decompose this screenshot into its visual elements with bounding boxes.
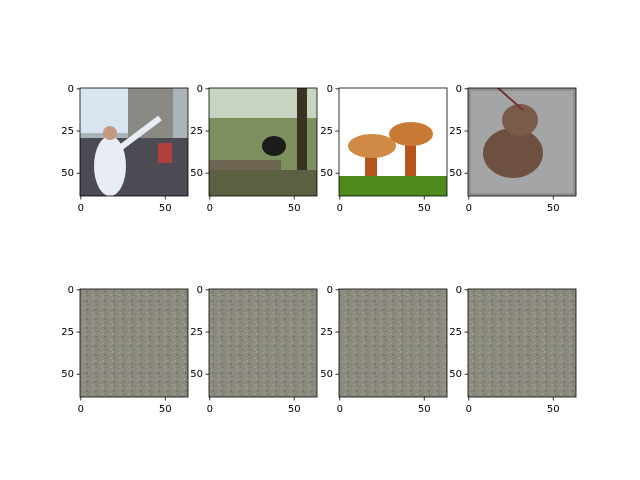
x-tick-label: 0 (78, 203, 84, 214)
y-tick-label: 0 (456, 84, 462, 95)
x-tick-label: 50 (288, 203, 301, 214)
subplot: 0 50 0 25 50 (61, 84, 189, 214)
subplot: 0 50 0 25 50 (190, 84, 318, 214)
head (103, 126, 117, 140)
y-tick-label: 50 (190, 168, 203, 179)
axes-frame (467, 288, 577, 398)
image (209, 88, 317, 196)
image (339, 289, 447, 397)
y-tick-label: 25 (190, 327, 203, 338)
x-tick-label: 0 (207, 404, 213, 415)
axes-frame (79, 87, 189, 197)
noise-image (209, 289, 317, 397)
x-tick-label: 0 (337, 404, 343, 415)
y-tick-label: 25 (61, 126, 74, 137)
y-tick-label: 25 (61, 327, 74, 338)
y-tick-label: 0 (327, 84, 333, 95)
noise-image (80, 289, 188, 397)
y-tick-label: 0 (68, 84, 74, 95)
sky (80, 88, 130, 133)
cap (389, 122, 433, 146)
image (339, 88, 447, 196)
axes-frame (208, 87, 318, 197)
y-tick-label: 0 (197, 285, 203, 296)
dog-body (483, 128, 543, 178)
image (80, 289, 188, 397)
dog-head (502, 104, 538, 136)
axes-frame (338, 288, 448, 398)
y-tick-label: 25 (320, 327, 333, 338)
noise-image (339, 289, 447, 397)
y-tick-label: 50 (190, 369, 203, 380)
y-tick-label: 25 (449, 327, 462, 338)
ground (209, 170, 317, 196)
y-tick-label: 50 (449, 168, 462, 179)
arm (118, 115, 162, 151)
subplot: 0 50 0 25 50 (449, 84, 577, 214)
y-tick-label: 50 (449, 369, 462, 380)
image (209, 289, 317, 397)
y-tick-label: 50 (61, 369, 74, 380)
x-tick-label: 0 (466, 203, 472, 214)
axes-frame (208, 288, 318, 398)
x-tick-label: 0 (337, 203, 343, 214)
y-tick-label: 50 (61, 168, 74, 179)
x-tick-label: 50 (547, 404, 560, 415)
subplot: 0 50 0 25 50 (449, 285, 577, 415)
x-tick-label: 50 (547, 203, 560, 214)
grass (339, 176, 447, 196)
stem (405, 140, 416, 180)
x-tick-label: 0 (207, 203, 213, 214)
x-tick-label: 50 (159, 203, 172, 214)
cap (348, 134, 396, 158)
y-tick-label: 25 (190, 126, 203, 137)
x-tick-label: 50 (418, 203, 431, 214)
axes-frame (467, 87, 577, 197)
y-tick-label: 0 (456, 285, 462, 296)
person (94, 136, 126, 196)
bird (262, 136, 286, 156)
y-tick-label: 0 (197, 84, 203, 95)
x-tick-label: 50 (159, 404, 172, 415)
x-tick-label: 0 (78, 404, 84, 415)
image (468, 289, 576, 397)
x-tick-label: 0 (466, 404, 472, 415)
subplot: 0 50 0 25 50 (320, 285, 448, 415)
trunk (297, 88, 307, 196)
x-tick-label: 50 (418, 404, 431, 415)
y-tick-label: 0 (327, 285, 333, 296)
subplot: 0 50 0 25 50 (61, 285, 189, 415)
image (468, 88, 576, 196)
leash (497, 88, 524, 111)
y-tick-label: 25 (449, 126, 462, 137)
x-tick-label: 50 (288, 404, 301, 415)
axes-frame (338, 87, 448, 197)
image (80, 88, 188, 196)
axes-frame (79, 288, 189, 398)
table (209, 160, 281, 170)
subplot: 0 50 0 25 50 (320, 84, 448, 214)
y-tick-label: 50 (320, 168, 333, 179)
y-tick-label: 0 (68, 285, 74, 296)
y-tick-label: 25 (320, 126, 333, 137)
subplot: 0 50 0 25 50 (190, 285, 318, 415)
crowd-red (158, 143, 172, 163)
y-tick-label: 50 (320, 369, 333, 380)
noise-image (468, 289, 576, 397)
